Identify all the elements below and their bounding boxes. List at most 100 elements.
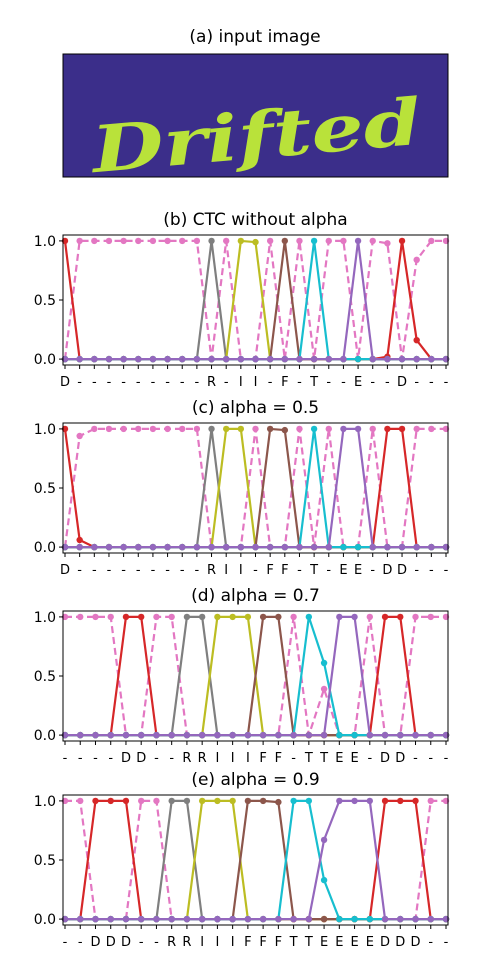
x-tick-label: I [200,935,204,950]
series-point-I [214,613,221,621]
x-tick-label: E [354,375,362,390]
series-point-T [320,876,328,884]
series-point-E [428,355,435,363]
series-point-blank [76,432,83,440]
x-tick-label: D [397,375,407,390]
series-point-E [351,613,358,621]
series-line-F [65,615,446,737]
series-point-E [310,355,318,363]
y-tick-label: 0.5 [34,853,56,869]
series-point-E [369,355,376,363]
x-tick-label: - [108,751,113,766]
series-point-E [214,731,221,739]
x-tick-label: - [413,751,418,766]
x-tick-label: - [444,563,449,578]
x-tick-label: D [121,751,131,766]
series-point-I [237,237,245,245]
x-tick-label: F [275,935,282,950]
x-tick-label: T [319,751,328,766]
x-tick-label: E [350,751,358,766]
series-point-D [397,613,404,621]
y-tick-label: 0.0 [34,912,56,928]
x-tick-label: D [60,563,70,578]
x-tick-label: - [326,563,331,578]
series-point-E [229,731,236,739]
series-point-blank [427,797,434,805]
x-tick-label: R [182,751,191,766]
series-line-R [65,427,446,549]
series-point-E [107,731,114,739]
series-point-E [214,915,221,923]
series-line-F [65,427,446,549]
series-point-E [296,543,303,551]
x-tick-label: I [231,935,235,950]
x-tick-label: - [92,375,97,390]
input-image: Drifted [62,53,449,188]
series-point-R [183,797,191,805]
x-tick-label: F [244,935,251,950]
series-point-T [305,613,313,621]
series-point-I [237,425,245,433]
x-tick-label: - [78,935,83,950]
series-point-T [354,543,362,551]
series-point-E [193,543,201,551]
series-point-blank [222,237,230,245]
x-tick-label: E [335,751,343,766]
series-point-E [320,731,328,739]
series-point-E [92,731,99,739]
series-point-E [427,731,434,739]
series-point-T [351,731,358,739]
x-tick-label: I [231,751,235,766]
series-point-E [105,355,113,363]
x-tick-label: - [180,563,185,578]
series-point-D [412,797,419,805]
series-point-blank [77,797,84,805]
series-point-T [336,731,343,739]
series-point-T [340,543,347,551]
series-point-E [76,543,83,551]
series-point-blank [325,237,332,245]
series-point-blank [427,613,434,621]
x-tick-label: T [304,751,313,766]
series-point-blank [369,425,376,433]
series-point-E [259,915,267,923]
x-tick-label: - [414,375,419,390]
series-point-I [214,797,221,805]
series-point-blank [138,797,145,805]
series-point-E [325,355,332,363]
chart-panel-3: (e) alpha = 0.90.00.51.0- - D D D - - R R I I I F F F T… [34,770,450,950]
series-point-blank [252,425,259,433]
x-tick-label: E [366,935,374,950]
x-tick-label: - [107,563,112,578]
x-tick-label: E [335,935,343,950]
series-point-E [120,543,127,551]
x-tick-label: E [354,563,362,578]
series-point-E [168,731,175,739]
y-tick-label: 0.0 [34,728,56,744]
series-line-R [65,799,446,921]
chart-frame [62,794,449,926]
y-tick-label: 1.0 [34,610,56,626]
series-point-blank [107,613,114,621]
x-tick-label: R [167,935,176,950]
series-point-blank [168,613,175,621]
series-point-blank [164,237,171,245]
x-tick-label: F [275,751,282,766]
series-point-E [397,915,404,923]
x-tick-label: - [154,935,159,950]
x-tick-label: - [253,563,258,578]
x-tick-label: - [77,375,82,390]
series-point-E [336,797,343,805]
x-tick-label: D [106,935,116,950]
series-point-F [275,798,282,806]
series-point-I [222,425,230,433]
series-point-blank [164,425,171,433]
series-point-E [179,543,186,551]
series-point-E [266,355,274,363]
series-point-E [336,613,343,621]
x-tick-label: - [428,935,433,950]
series-point-E [384,355,391,363]
series-point-D [398,425,406,433]
series-point-blank [76,237,83,245]
x-tick-label: T [289,935,298,950]
